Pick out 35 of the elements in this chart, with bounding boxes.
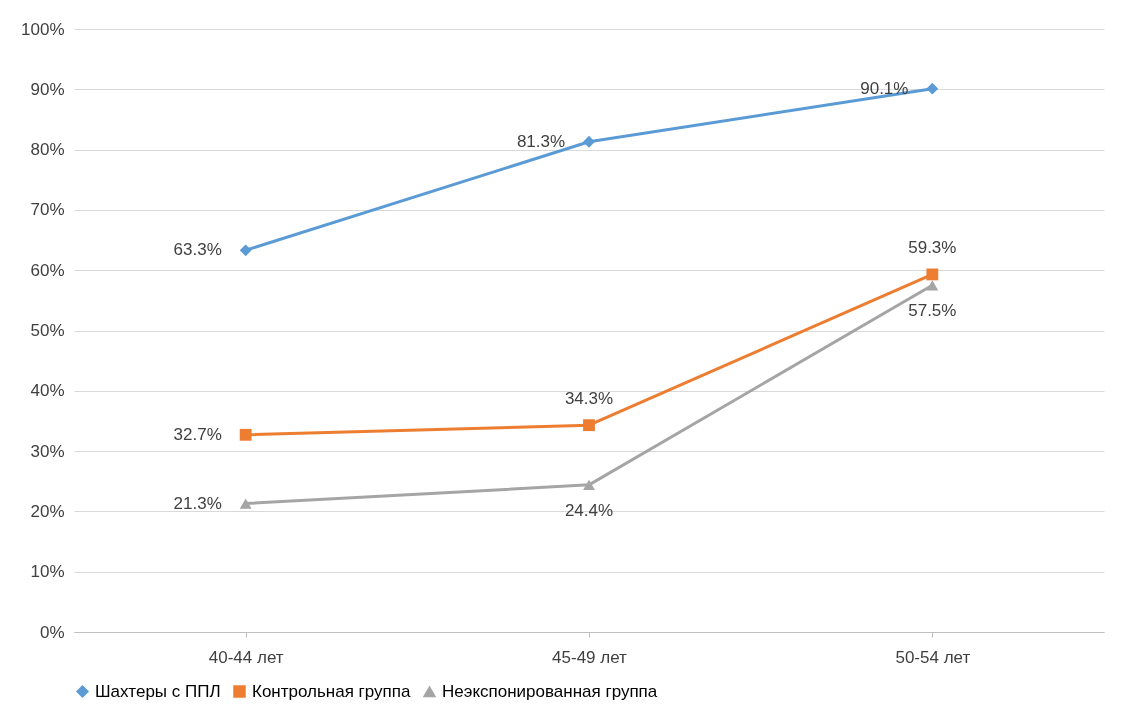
legend-label: Неэкспонированная группа	[442, 681, 658, 701]
y-tick-label: 30%	[30, 441, 65, 461]
y-tick-label: 60%	[30, 260, 65, 280]
y-tick-label: 0%	[39, 622, 65, 642]
y-tick-label: 20%	[30, 501, 65, 521]
y-tick-label: 50%	[30, 321, 65, 340]
point	[239, 498, 252, 509]
point	[239, 428, 252, 441]
data-label: 34.3%	[564, 389, 614, 409]
point	[926, 280, 939, 291]
x-tick-label: 40-44 лет	[208, 647, 284, 667]
data-label: 81.3%	[516, 131, 566, 151]
point	[583, 479, 595, 490]
y-tick-label: 40%	[30, 381, 65, 401]
x-tick-label: 45-49 лет	[552, 647, 628, 667]
y-tick-label: 90%	[30, 79, 65, 99]
y-tick-label: 70%	[30, 200, 65, 220]
point	[926, 268, 939, 281]
data-label: 32.7%	[173, 424, 222, 444]
data-label: 63.3%	[173, 240, 222, 260]
point	[926, 82, 939, 95]
data-label: 24.4%	[564, 500, 614, 520]
legend-label: Контрольная группа	[252, 681, 411, 701]
point	[583, 419, 595, 432]
data-label: 59.3%	[908, 238, 957, 258]
point	[239, 244, 252, 257]
data-label: 21.3%	[173, 493, 222, 513]
legend-label: Шахтеры с ППЛ	[95, 681, 221, 701]
y-tick-label: 100%	[21, 19, 65, 39]
data-label: 90.1%	[860, 78, 909, 98]
y-tick-label: 10%	[30, 562, 65, 582]
data-label: 57.5%	[908, 301, 957, 321]
point	[583, 135, 595, 148]
y-tick-label: 80%	[30, 140, 65, 160]
x-tick-label: 50-54 лет	[895, 647, 971, 667]
